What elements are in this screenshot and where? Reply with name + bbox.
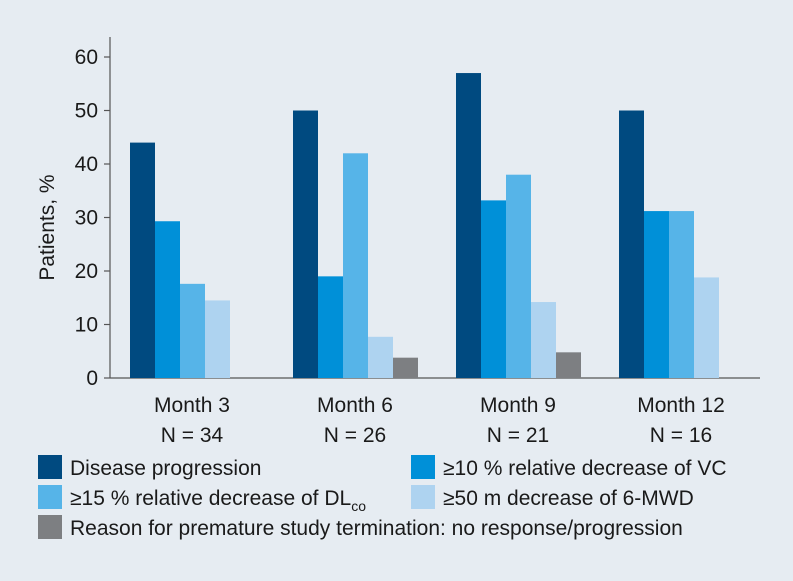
bar-4-series-2 [644, 211, 669, 378]
legend-swatch-1 [38, 455, 62, 479]
x-tick-label: Month 12 [637, 394, 725, 417]
bar-2-series-1 [293, 110, 318, 378]
y-tick-label: 20 [75, 260, 98, 283]
legend-swatch-5 [38, 515, 62, 539]
y-tick-label: 30 [75, 207, 98, 230]
legend-swatch-3 [38, 485, 62, 509]
legend-label-3: ≥15 % relative decrease of DLco [70, 487, 366, 514]
y-tick-label: 40 [75, 153, 98, 176]
bar-4-series-1 [619, 110, 644, 378]
legend-label-1: Disease progression [70, 457, 261, 480]
legend-label-text: Disease progression [70, 457, 261, 480]
bar-1-series-4 [205, 300, 230, 378]
bars [130, 73, 719, 379]
legend-label-text: Reason for premature study termination: … [70, 517, 683, 540]
bar-1-series-3 [180, 283, 205, 378]
x-tick-label: Month 3 [154, 394, 230, 417]
x-tick-sample-size: N = 16 [650, 424, 712, 447]
legend: Disease progression ≥10 % relative decrea… [38, 455, 727, 540]
legend-label-text: ≥50 m decrease of 6-MWD [443, 487, 694, 510]
legend-label-text: ≥15 % relative decrease of DL [70, 487, 351, 510]
axes: 0 10 20 30 40 50 60 Patients, % [36, 37, 760, 390]
y-tick-label: 50 [75, 100, 98, 123]
y-tick-label: 60 [75, 46, 98, 69]
legend-label-4: ≥50 m decrease of 6-MWD [443, 487, 694, 510]
bar-2-series-2 [318, 276, 343, 378]
y-axis-title: Patients, % [36, 174, 59, 280]
bar-3-series-3 [506, 174, 531, 378]
bar-2-series-4 [368, 336, 393, 378]
y-tick-label: 10 [75, 314, 98, 337]
x-tick-label: Month 6 [317, 394, 393, 417]
bar-2-series-3 [343, 153, 368, 378]
legend-label-text: ≥10 % relative decrease of VC [443, 457, 727, 480]
bar-3-series-5 [556, 352, 581, 378]
bar-1-series-2 [155, 221, 180, 378]
bar-3-series-4 [531, 302, 556, 378]
y-tick-label: 0 [86, 367, 98, 390]
x-tick-sample-size: N = 26 [324, 424, 386, 447]
bar-3-series-1 [456, 73, 481, 379]
legend-swatch-4 [411, 485, 435, 509]
bar-1-series-1 [130, 142, 155, 378]
x-tick-labels: Month 3 N = 34 Month 6 N = 26 Month 9 N = 21 M… [154, 394, 725, 447]
x-tick-sample-size: N = 34 [161, 424, 224, 447]
bar-4-series-3 [669, 211, 694, 378]
legend-swatch-2 [411, 455, 435, 479]
legend-label-subscript: co [351, 498, 366, 514]
legend-label-5: Reason for premature study termination: … [70, 517, 683, 540]
bar-3-series-2 [481, 200, 506, 378]
bar-2-series-5 [393, 357, 418, 378]
x-tick-sample-size: N = 21 [487, 424, 549, 447]
x-tick-label: Month 9 [480, 394, 556, 417]
legend-label-2: ≥10 % relative decrease of VC [443, 457, 727, 480]
bar-4-series-4 [694, 277, 719, 378]
